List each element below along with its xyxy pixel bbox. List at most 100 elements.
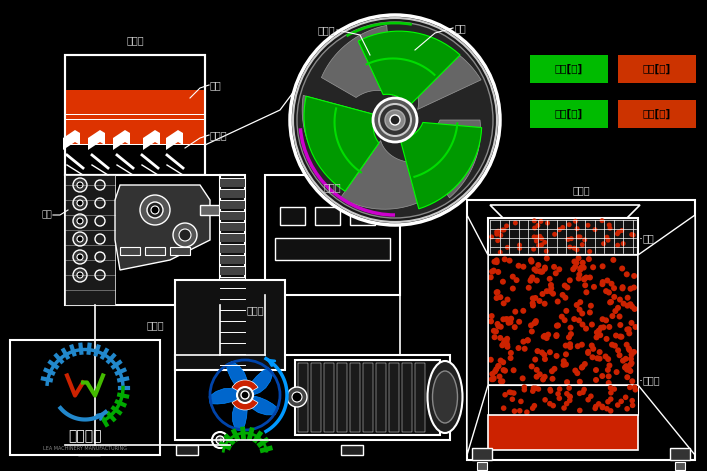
- Circle shape: [534, 235, 539, 240]
- Circle shape: [505, 317, 511, 322]
- Bar: [530, 55, 608, 83]
- Circle shape: [576, 272, 583, 277]
- Circle shape: [609, 313, 615, 319]
- Circle shape: [287, 387, 307, 407]
- Circle shape: [173, 223, 197, 247]
- Circle shape: [535, 223, 540, 228]
- Circle shape: [631, 233, 636, 237]
- Circle shape: [548, 285, 554, 291]
- Circle shape: [528, 276, 534, 282]
- Circle shape: [534, 238, 539, 244]
- Circle shape: [553, 270, 559, 276]
- Circle shape: [549, 376, 556, 382]
- Polygon shape: [638, 215, 695, 455]
- Bar: [341, 445, 363, 455]
- Circle shape: [241, 391, 249, 399]
- Circle shape: [615, 402, 621, 408]
- Circle shape: [373, 98, 417, 142]
- Text: 乐马机械: 乐马机械: [69, 429, 102, 443]
- Bar: [170, 247, 190, 255]
- Circle shape: [581, 387, 587, 392]
- Circle shape: [605, 238, 611, 243]
- Circle shape: [572, 246, 577, 251]
- Circle shape: [511, 390, 517, 396]
- Circle shape: [73, 250, 87, 264]
- Circle shape: [539, 349, 545, 356]
- Text: 减速机: 减速机: [246, 305, 264, 315]
- Circle shape: [517, 246, 522, 251]
- Circle shape: [522, 387, 527, 392]
- Circle shape: [542, 300, 548, 307]
- Bar: [65, 115, 205, 145]
- Bar: [175, 280, 285, 370]
- Circle shape: [601, 241, 606, 246]
- Circle shape: [619, 398, 624, 404]
- Circle shape: [633, 387, 638, 392]
- Circle shape: [569, 236, 574, 241]
- Circle shape: [600, 325, 607, 330]
- Circle shape: [554, 333, 559, 339]
- Polygon shape: [209, 388, 238, 404]
- Bar: [275, 238, 390, 260]
- Circle shape: [568, 325, 573, 331]
- Circle shape: [292, 392, 302, 402]
- Circle shape: [530, 274, 535, 280]
- Circle shape: [620, 357, 626, 364]
- Circle shape: [95, 198, 105, 208]
- Polygon shape: [226, 361, 247, 390]
- Circle shape: [606, 380, 612, 386]
- Circle shape: [542, 333, 548, 339]
- Circle shape: [73, 268, 87, 282]
- Circle shape: [561, 362, 566, 368]
- Circle shape: [585, 350, 591, 356]
- Bar: [65, 90, 205, 115]
- Circle shape: [624, 271, 630, 277]
- Circle shape: [530, 295, 536, 301]
- Circle shape: [520, 308, 526, 314]
- Circle shape: [633, 324, 638, 330]
- Circle shape: [532, 219, 537, 223]
- Circle shape: [533, 385, 539, 391]
- Circle shape: [73, 232, 87, 246]
- Circle shape: [611, 285, 617, 291]
- Circle shape: [493, 328, 499, 334]
- Circle shape: [533, 268, 539, 274]
- Circle shape: [608, 299, 614, 305]
- Circle shape: [586, 256, 592, 262]
- Circle shape: [95, 180, 105, 190]
- Circle shape: [626, 330, 632, 336]
- Circle shape: [566, 385, 572, 391]
- Circle shape: [574, 302, 580, 308]
- Circle shape: [533, 318, 539, 324]
- Circle shape: [541, 333, 547, 340]
- Circle shape: [619, 285, 626, 292]
- Bar: [220, 179, 245, 187]
- Circle shape: [555, 299, 561, 305]
- Circle shape: [151, 206, 159, 214]
- Circle shape: [520, 339, 527, 345]
- Bar: [488, 385, 638, 415]
- Polygon shape: [233, 400, 247, 431]
- Circle shape: [532, 266, 537, 272]
- Circle shape: [555, 391, 561, 397]
- Circle shape: [502, 256, 508, 262]
- Bar: [220, 201, 245, 209]
- Circle shape: [505, 297, 510, 302]
- Circle shape: [528, 322, 534, 328]
- Circle shape: [73, 178, 87, 192]
- Circle shape: [502, 368, 508, 374]
- Circle shape: [493, 289, 500, 295]
- Circle shape: [621, 300, 626, 307]
- Circle shape: [517, 408, 522, 414]
- Circle shape: [95, 234, 105, 244]
- Circle shape: [513, 309, 518, 315]
- Circle shape: [567, 277, 573, 283]
- Circle shape: [581, 276, 588, 282]
- Circle shape: [95, 216, 105, 226]
- Circle shape: [493, 366, 499, 372]
- Ellipse shape: [428, 361, 462, 433]
- Circle shape: [501, 317, 506, 322]
- Circle shape: [600, 279, 606, 285]
- Circle shape: [622, 365, 628, 371]
- Circle shape: [494, 321, 501, 327]
